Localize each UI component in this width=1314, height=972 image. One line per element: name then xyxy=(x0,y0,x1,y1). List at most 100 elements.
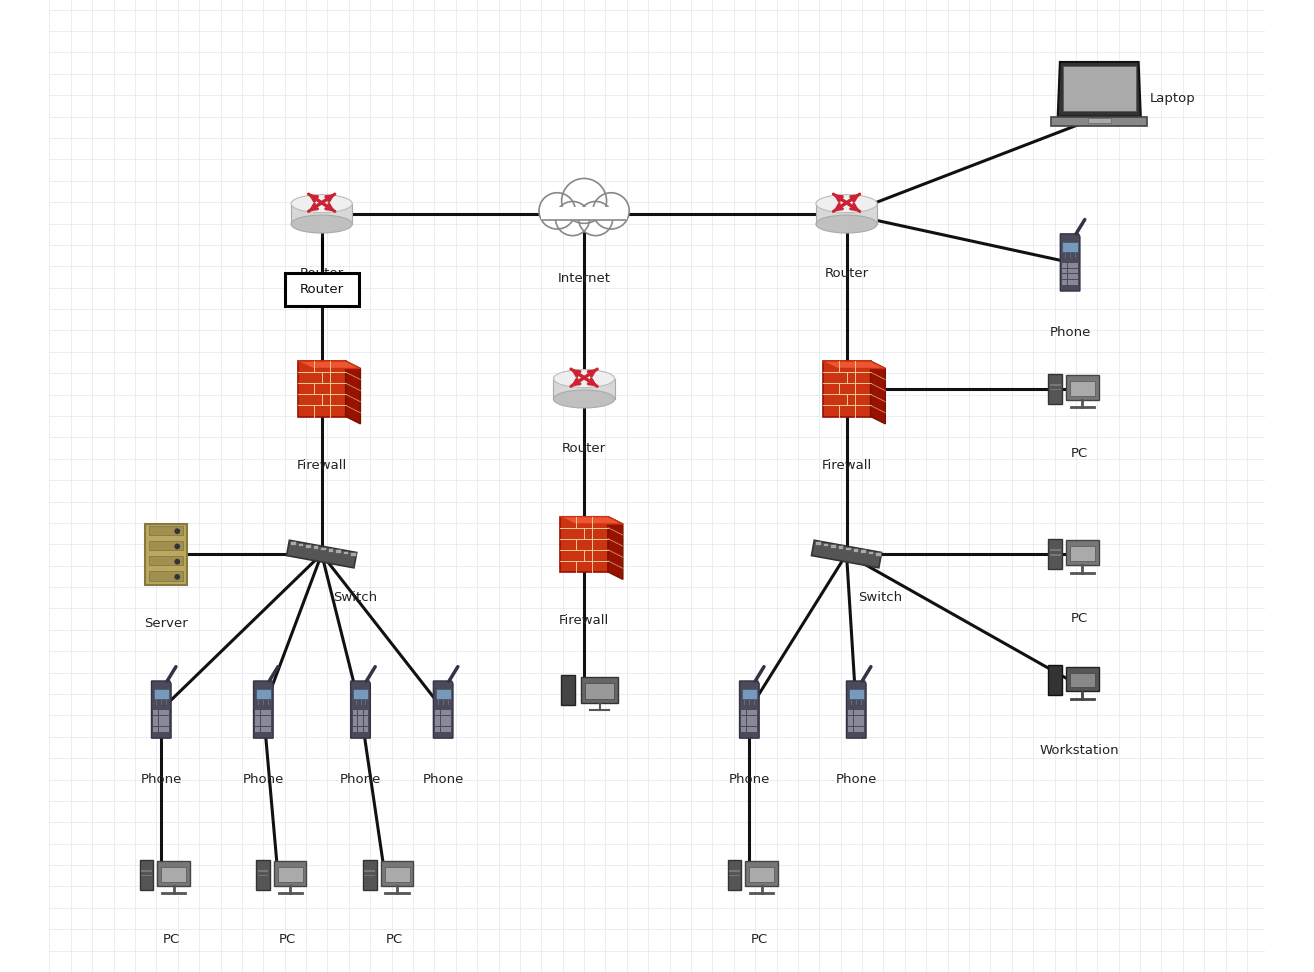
Bar xyxy=(849,710,853,714)
Bar xyxy=(447,721,451,726)
Polygon shape xyxy=(1060,234,1080,291)
Bar xyxy=(1050,384,1060,386)
Bar xyxy=(849,721,853,726)
Bar xyxy=(150,572,183,580)
Bar xyxy=(261,710,265,714)
Bar xyxy=(435,689,451,699)
Text: Phone: Phone xyxy=(423,773,464,785)
Bar xyxy=(164,721,170,726)
Text: PC: PC xyxy=(750,933,767,946)
Bar xyxy=(830,544,836,547)
Bar xyxy=(1066,540,1099,565)
Bar xyxy=(1049,666,1062,695)
Bar xyxy=(255,715,260,720)
Text: Switch: Switch xyxy=(334,591,377,604)
Bar xyxy=(273,861,306,885)
Text: Phone: Phone xyxy=(1050,326,1091,338)
Polygon shape xyxy=(434,681,453,738)
Bar xyxy=(150,556,183,566)
Bar xyxy=(150,526,183,535)
Circle shape xyxy=(539,192,576,229)
Bar xyxy=(255,727,260,732)
Ellipse shape xyxy=(290,215,352,233)
Bar xyxy=(255,721,260,726)
Bar xyxy=(162,867,187,882)
Bar xyxy=(290,203,352,224)
Bar xyxy=(1062,262,1067,267)
Bar xyxy=(364,715,368,720)
Bar xyxy=(1062,274,1067,279)
Bar xyxy=(753,721,757,726)
Bar xyxy=(261,715,265,720)
Bar xyxy=(363,860,377,889)
Bar xyxy=(327,548,334,552)
Ellipse shape xyxy=(816,215,878,233)
Bar xyxy=(859,710,865,714)
Bar xyxy=(854,710,858,714)
Circle shape xyxy=(175,574,180,580)
Bar xyxy=(256,860,269,889)
Text: PC: PC xyxy=(163,933,180,946)
Bar xyxy=(1051,117,1147,126)
Circle shape xyxy=(175,528,180,534)
Bar xyxy=(849,689,863,699)
Ellipse shape xyxy=(553,369,615,388)
Bar xyxy=(150,540,183,550)
Bar xyxy=(351,552,356,556)
Text: Firewall: Firewall xyxy=(558,614,610,627)
Bar xyxy=(746,715,752,720)
Bar xyxy=(741,727,746,732)
Bar xyxy=(1050,554,1060,556)
Bar xyxy=(854,727,858,732)
Bar xyxy=(285,273,359,306)
Bar xyxy=(753,715,757,720)
Bar xyxy=(816,203,878,224)
Bar xyxy=(849,727,853,732)
Circle shape xyxy=(578,201,612,235)
Bar xyxy=(823,542,828,546)
Bar xyxy=(729,875,740,877)
Bar xyxy=(440,727,445,732)
Bar xyxy=(359,715,363,720)
Ellipse shape xyxy=(816,194,878,213)
Bar xyxy=(435,715,440,720)
Polygon shape xyxy=(560,516,608,572)
Bar xyxy=(1068,280,1072,285)
Bar xyxy=(335,549,340,553)
Bar xyxy=(1068,262,1072,267)
Circle shape xyxy=(175,559,180,565)
Bar xyxy=(352,727,357,732)
Text: Router: Router xyxy=(300,283,344,296)
Bar xyxy=(258,870,268,872)
Bar xyxy=(745,861,778,885)
Polygon shape xyxy=(298,361,360,368)
Bar xyxy=(1062,280,1067,285)
Bar xyxy=(815,541,821,545)
Bar xyxy=(741,715,746,720)
Polygon shape xyxy=(608,516,623,579)
Polygon shape xyxy=(560,516,623,524)
Bar xyxy=(154,715,158,720)
Text: PC: PC xyxy=(1071,447,1088,460)
Bar xyxy=(364,875,376,877)
Polygon shape xyxy=(823,361,871,416)
Polygon shape xyxy=(346,361,360,424)
Text: Router: Router xyxy=(562,442,606,455)
Bar xyxy=(1068,268,1072,273)
Bar xyxy=(164,715,170,720)
Bar xyxy=(875,552,880,556)
Bar xyxy=(1050,389,1060,391)
Bar xyxy=(561,676,574,705)
Bar xyxy=(859,727,865,732)
Bar xyxy=(385,867,410,882)
Bar xyxy=(261,721,265,726)
Bar xyxy=(313,545,318,549)
Polygon shape xyxy=(151,681,171,738)
Text: Router: Router xyxy=(824,267,869,280)
Bar xyxy=(845,546,850,550)
Bar xyxy=(359,710,363,714)
Bar xyxy=(352,715,357,720)
Bar xyxy=(290,541,296,545)
Bar xyxy=(1049,539,1062,569)
Bar xyxy=(753,710,757,714)
